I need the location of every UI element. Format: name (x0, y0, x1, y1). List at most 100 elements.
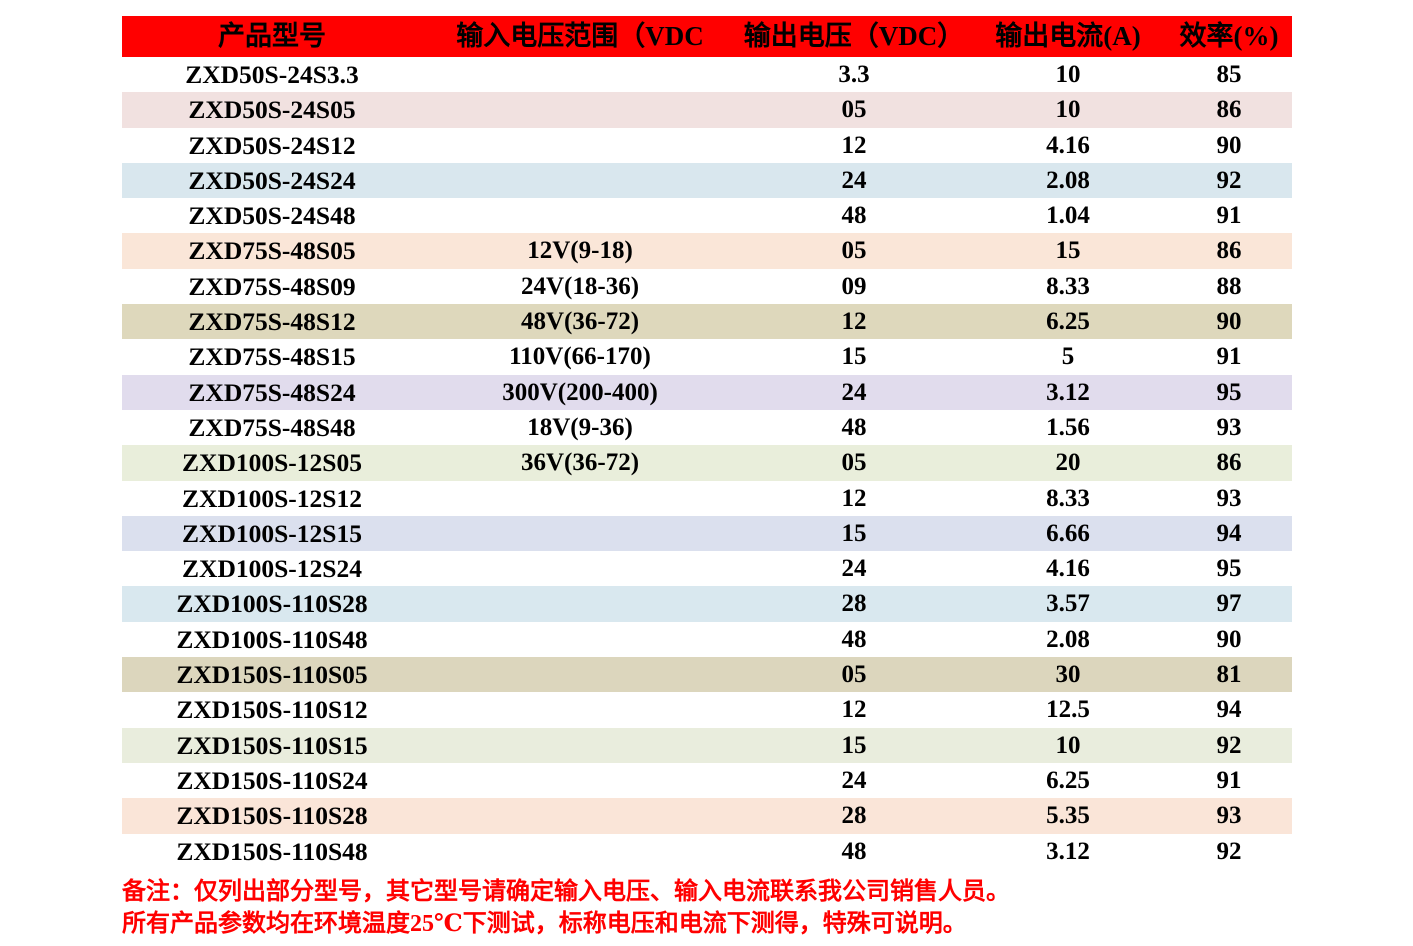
cell-output-current: 20 (1055, 449, 1081, 477)
cell-output-current: 6.66 (1046, 519, 1090, 547)
cell-input-voltage (422, 163, 738, 198)
cell-efficiency: 93 (1216, 802, 1242, 830)
cell-efficiency: 81 (1216, 661, 1242, 689)
cell-output-voltage: 09 (841, 272, 867, 300)
cell-model: ZXD75S-48S24 (188, 377, 356, 407)
cell-efficiency: 92 (1216, 837, 1242, 865)
cell-efficiency: 86 (1216, 237, 1242, 265)
cell-output-voltage: 48 (841, 625, 867, 653)
table-row: ZXD150S-110S48 48 3.12 92 (122, 833, 1292, 869)
cell-output-voltage: 15 (841, 731, 867, 759)
cell-output-current: 10 (1055, 96, 1081, 124)
table-row: ZXD50S-24S12 12 4.16 90 (122, 127, 1292, 163)
cell-input-voltage (422, 586, 738, 621)
cell-input-voltage (422, 692, 738, 727)
table-row: ZXD100S-110S48 48 2.08 90 (122, 621, 1292, 658)
cell-output-voltage: 05 (841, 237, 867, 265)
table-row: ZXD150S-110S05 05 30 81 (122, 657, 1292, 693)
table-row: ZXD75S-48S12 48V(36-72) 12 6.25 90 (122, 304, 1292, 340)
cell-efficiency: 86 (1216, 96, 1242, 124)
cell-output-current: 4.16 (1046, 555, 1090, 583)
cell-model: ZXD150S-110S05 (176, 660, 368, 690)
cell-efficiency: 95 (1216, 378, 1242, 406)
cell-input-voltage: 18V(9-36) (527, 413, 633, 441)
cell-model: ZXD75S-48S15 (188, 342, 356, 372)
cell-model: ZXD50S-24S24 (188, 165, 356, 195)
cell-input-voltage (422, 798, 738, 833)
cell-output-current: 5 (1061, 343, 1075, 371)
cell-output-current: 1.56 (1046, 413, 1090, 441)
cell-model: ZXD150S-110S12 (176, 695, 368, 725)
cell-input-voltage (422, 92, 738, 127)
footer-notes: 备注：仅列出部分型号，其它型号请确定输入电压、输入电流联系我公司销售人员。 所有… (122, 876, 1302, 940)
cell-output-voltage: 15 (841, 519, 867, 547)
cell-output-voltage: 12 (841, 308, 867, 336)
cell-output-current: 4.16 (1046, 131, 1090, 159)
cell-model: ZXD100S-12S15 (182, 518, 362, 548)
product-spec-table: 产品型号 输入电压范围（VDC 输出电压（VDC） 输出电流(A) 效率(%) … (122, 16, 1292, 869)
cell-output-current: 10 (1055, 731, 1081, 759)
cell-output-current: 3.12 (1046, 378, 1090, 406)
cell-output-voltage: 24 (841, 555, 867, 583)
cell-output-current: 8.33 (1046, 272, 1090, 300)
cell-input-voltage (422, 481, 738, 516)
column-header-efficiency: 效率(%) (1166, 16, 1292, 57)
cell-efficiency: 92 (1216, 731, 1242, 759)
cell-output-current: 30 (1055, 661, 1081, 689)
cell-model: ZXD75S-48S05 (188, 236, 356, 266)
table-row: ZXD150S-110S12 12 12.5 94 (122, 692, 1292, 728)
cell-output-voltage: 48 (841, 837, 867, 865)
cell-model: ZXD100S-110S48 (176, 624, 368, 654)
cell-model: ZXD150S-110S15 (176, 730, 368, 760)
cell-input-voltage (422, 57, 738, 92)
cell-efficiency: 91 (1216, 202, 1242, 230)
table-row: ZXD75S-48S15 110V(66-170) 15 5 91 (122, 339, 1292, 375)
cell-input-voltage (422, 516, 738, 551)
footer-note-line-2: 所有产品参数均在环境温度25℃下测试，标称电压和电流下测得，特殊可说明。 (122, 911, 967, 937)
cell-model: ZXD75S-48S12 (188, 307, 356, 337)
table-row: ZXD150S-110S28 28 5.35 93 (122, 798, 1292, 834)
cell-output-voltage: 48 (841, 202, 867, 230)
cell-output-voltage: 12 (841, 696, 867, 724)
cell-input-voltage (422, 834, 738, 869)
cell-output-current: 12.5 (1046, 696, 1090, 724)
cell-efficiency: 90 (1216, 308, 1242, 336)
cell-output-current: 6.25 (1046, 308, 1090, 336)
table-row: ZXD50S-24S24 24 2.08 92 (122, 162, 1292, 199)
cell-output-voltage: 24 (841, 166, 867, 194)
cell-efficiency: 91 (1216, 343, 1242, 371)
cell-model: ZXD150S-110S24 (176, 765, 368, 795)
cell-output-voltage: 05 (841, 449, 867, 477)
cell-output-voltage: 05 (841, 661, 867, 689)
cell-model: ZXD100S-12S05 (182, 448, 362, 478)
table-body: ZXD50S-24S3.3 3.3 10 85 ZXD50S-24S05 05 10 86 ZX… (122, 57, 1292, 869)
cell-output-current: 5.35 (1046, 802, 1090, 830)
cell-output-current: 10 (1055, 61, 1081, 88)
cell-efficiency: 92 (1216, 166, 1242, 194)
cell-efficiency: 85 (1216, 61, 1242, 88)
cell-output-voltage: 28 (841, 590, 867, 618)
cell-output-voltage: 3.3 (838, 61, 870, 88)
cell-efficiency: 93 (1216, 413, 1242, 441)
cell-input-voltage: 110V(66-170) (509, 343, 651, 371)
table-row: ZXD75S-48S05 12V(9-18) 05 15 86 (122, 233, 1292, 269)
column-header-input-voltage-range: 输入电压范围（VDC (422, 16, 738, 57)
cell-model: ZXD50S-24S3.3 (185, 60, 359, 89)
cell-output-current: 2.08 (1046, 625, 1090, 653)
table-row: ZXD100S-12S05 36V(36-72) 05 20 86 (122, 445, 1292, 481)
cell-input-voltage (422, 622, 738, 657)
column-header-output-current: 输出电流(A) (970, 16, 1166, 57)
cell-input-voltage: 24V(18-36) (520, 272, 640, 300)
cell-model: ZXD150S-110S28 (176, 801, 368, 831)
cell-output-voltage: 05 (841, 96, 867, 124)
cell-model: ZXD100S-110S28 (176, 589, 368, 619)
cell-efficiency: 94 (1216, 519, 1242, 547)
cell-input-voltage (422, 128, 738, 163)
cell-output-voltage: 48 (841, 413, 867, 441)
table-row: ZXD100S-110S28 28 3.57 97 (122, 586, 1292, 622)
cell-output-current: 6.25 (1046, 766, 1090, 794)
table-row: ZXD150S-110S24 24 6.25 91 (122, 762, 1292, 799)
cell-input-voltage (422, 198, 738, 233)
cell-output-current: 15 (1055, 237, 1081, 265)
